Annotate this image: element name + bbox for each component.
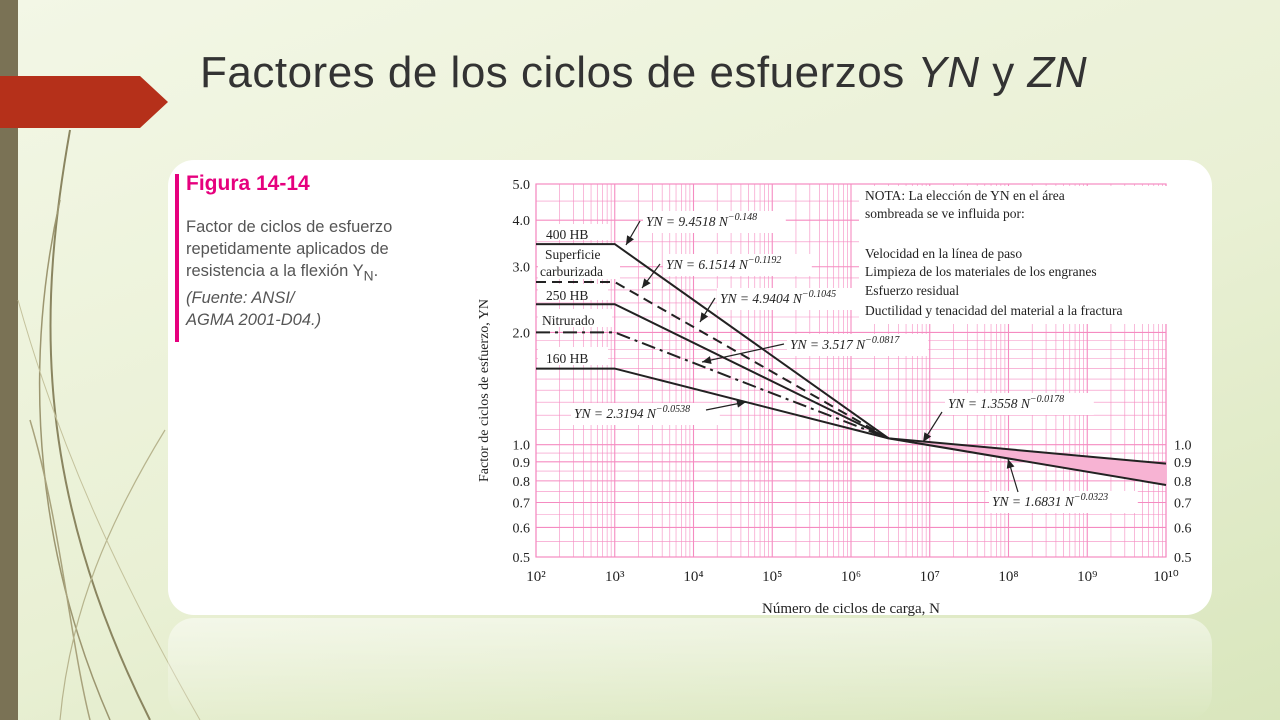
equation-arrowhead-3 <box>702 356 712 364</box>
equation-bg-4 <box>571 403 720 425</box>
figure-caption: Factor de ciclos de esfuerzo repetidamen… <box>186 216 426 331</box>
equation-bg-2 <box>717 288 866 310</box>
equation-arrow-3 <box>701 343 785 363</box>
y-axis-label: Factor de ciclos de esfuerzo, YN <box>477 299 492 482</box>
equation-5: YN = 1.3558 N−0.0178 <box>948 394 1064 411</box>
y-tick-right-4: 0.6 <box>1174 521 1192 536</box>
y-tick-right-1: 0.9 <box>1174 456 1192 471</box>
note-line-4: Esfuerzo residual <box>865 283 959 298</box>
title-zn: ZN <box>1027 48 1088 97</box>
equation-2: YN = 4.9404 N−0.1045 <box>720 289 836 306</box>
equation-arrowhead-6 <box>1006 459 1015 469</box>
note-line-1: sombreada se ve influida por: <box>865 206 1025 221</box>
series-label-1-line1: Superficie <box>545 247 600 262</box>
title-yn: YN <box>917 48 980 97</box>
equation-0: YN = 9.4518 N−0.148 <box>646 212 757 229</box>
equation-bg-0 <box>643 211 786 233</box>
x-tick-1: 10³ <box>605 569 625 585</box>
series-label-2: 250 HB <box>546 288 588 303</box>
label-cover <box>538 309 612 327</box>
series-line-3 <box>536 331 889 440</box>
y-tick-left-0: 5.0 <box>513 178 531 193</box>
equation-arrowhead-0 <box>626 235 634 245</box>
y-tick-right-5: 0.5 <box>1174 551 1192 566</box>
equation-3: YN = 3.517 N−0.0817 <box>790 335 900 352</box>
equation-arrowhead-2 <box>700 312 709 322</box>
equation-arrowhead-1 <box>642 278 651 288</box>
y-tick-left-5: 0.9 <box>513 456 531 471</box>
series-label-1-line2: carburizada <box>540 264 603 279</box>
equation-6: YN = 1.6831 N−0.0323 <box>992 492 1108 509</box>
x-tick-5: 10⁷ <box>920 569 940 585</box>
series-line-4 <box>536 367 889 440</box>
equation-4: YN = 2.3194 N−0.0538 <box>574 404 690 421</box>
caption-source-2: AGMA 2001-D04.) <box>186 311 322 330</box>
title-arrow-shape <box>0 76 168 128</box>
y-tick-left-1: 4.0 <box>513 214 531 229</box>
equation-arrowhead-5 <box>923 432 932 442</box>
label-cover <box>538 347 608 365</box>
equation-1: YN = 6.1514 N−0.1192 <box>666 255 781 272</box>
x-tick-4: 10⁶ <box>841 569 861 585</box>
y-tick-left-7: 0.7 <box>513 496 531 511</box>
series-line-1 <box>536 281 890 440</box>
note-line-3: Limpieza de los materiales de los engran… <box>865 264 1097 279</box>
caption-text: Factor de ciclos de esfuerzo repetidamen… <box>186 218 393 280</box>
slide-title: Factores de los ciclos de esfuerzos YN y… <box>200 48 1087 98</box>
series-line-5 <box>888 437 1167 465</box>
series-line-0 <box>536 243 890 440</box>
figure-heading: Figura 14-14 <box>186 172 310 195</box>
label-cover <box>538 245 620 279</box>
series-label-3: Nitrurado <box>542 313 595 328</box>
note-line-2: Velocidad en la línea de paso <box>865 246 1022 261</box>
equation-bg-5 <box>945 393 1094 415</box>
series-line-2 <box>536 303 890 440</box>
y-tick-left-8: 0.6 <box>513 521 531 536</box>
x-tick-3: 10⁵ <box>762 569 782 585</box>
y-tick-left-4: 1.0 <box>513 439 531 454</box>
series-label-4: 160 HB <box>546 351 588 366</box>
y-tick-left-2: 3.0 <box>513 261 531 276</box>
decorative-curves <box>17 129 201 720</box>
equation-bg-6 <box>989 491 1138 513</box>
series-label-0: 400 HB <box>546 227 588 242</box>
equation-arrowhead-4 <box>736 399 746 408</box>
y-tick-right-2: 0.8 <box>1174 475 1192 490</box>
title-prefix: Factores de los ciclos de esfuerzos <box>200 48 918 97</box>
note-line-5: Ductilidad y tenacidad del material a la… <box>865 303 1123 318</box>
note-box <box>859 186 1170 324</box>
x-tick-2: 10⁴ <box>683 569 703 585</box>
y-tick-right-3: 0.7 <box>1174 496 1192 511</box>
figure-accent-bar <box>175 174 179 342</box>
card-reflection <box>168 618 1212 720</box>
series-line-6 <box>888 437 1167 486</box>
x-tick-6: 10⁸ <box>998 569 1018 585</box>
note-line-0: NOTA: La elección de YN en el área <box>865 188 1065 203</box>
equation-bg-1 <box>663 254 812 276</box>
x-tick-0: 10² <box>526 569 546 585</box>
plot-frame <box>535 183 1167 558</box>
equation-bg-3 <box>787 334 929 356</box>
x-tick-7: 10⁹ <box>1077 569 1097 585</box>
caption-source-1: (Fuente: ANSI/ <box>186 289 295 308</box>
caption-end: . <box>373 262 379 280</box>
y-tick-right-0: 1.0 <box>1174 439 1192 454</box>
y-tick-left-6: 0.8 <box>513 475 531 490</box>
yn-chart: 400 HB 250 HB Nitrurado 160 HB Superficie car… <box>477 178 1192 617</box>
caption-sub: N <box>363 268 374 284</box>
y-tick-left-3: 2.0 <box>513 326 531 341</box>
x-tick-8: 10¹⁰ <box>1153 569 1179 585</box>
left-decor-bar <box>0 0 18 720</box>
label-cover <box>538 224 608 240</box>
x-axis-label: Número de ciclos de carga, N <box>762 601 940 617</box>
y-tick-left-9: 0.5 <box>513 551 531 566</box>
title-and: y <box>979 48 1028 97</box>
label-cover <box>538 284 608 300</box>
